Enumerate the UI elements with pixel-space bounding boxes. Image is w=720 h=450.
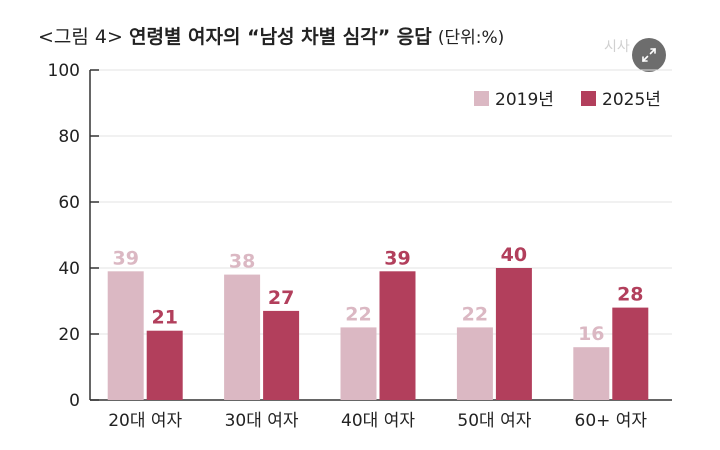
bar [456,327,493,400]
y-tick-label: 20 [58,325,80,345]
figure-number: <그림 4> [38,26,123,48]
data-label: 22 [462,303,488,325]
bar [263,310,300,400]
bar [340,327,377,400]
bar [495,268,532,400]
expand-arrows-icon [642,48,656,62]
data-label: 16 [578,323,604,345]
data-label: 40 [501,244,527,266]
chart-title: <그림 4> 연령별 여자의 “남성 차별 심각” 응답 (단위:%) [38,22,504,49]
x-tick-label: 50대 여자 [457,411,531,431]
data-label: 28 [617,284,643,306]
x-tick-label: 40대 여자 [341,411,415,431]
data-label: 22 [345,303,371,325]
y-tick-label: 0 [69,391,80,411]
legend-swatch [581,91,596,106]
data-label: 39 [384,247,410,269]
y-tick-label: 60 [58,193,80,213]
data-label: 38 [229,251,255,273]
legend-label: 2025년 [602,90,661,110]
x-tick-label: 60+ 여자 [575,411,648,431]
data-label: 21 [151,307,177,329]
y-tick-label: 40 [58,259,80,279]
title-text: 연령별 여자의 “남성 차별 심각” 응답 [128,26,432,48]
y-tick-label: 80 [58,127,80,147]
watermark: 시사 [604,39,630,55]
x-tick-label: 30대 여자 [225,411,299,431]
legend-label: 2019년 [495,90,554,110]
bar [573,347,610,400]
bar [107,271,144,400]
data-label: 39 [112,247,138,269]
legend-swatch [474,91,489,106]
y-tick-label: 100 [48,61,80,81]
x-tick-label: 20대 여자 [108,411,182,431]
bar [224,274,261,400]
bar [379,271,416,400]
unit-label: (단위:%) [437,28,505,48]
expand-button[interactable] [632,38,666,72]
data-label: 27 [268,287,294,309]
bar [612,307,649,400]
bar [146,330,183,400]
